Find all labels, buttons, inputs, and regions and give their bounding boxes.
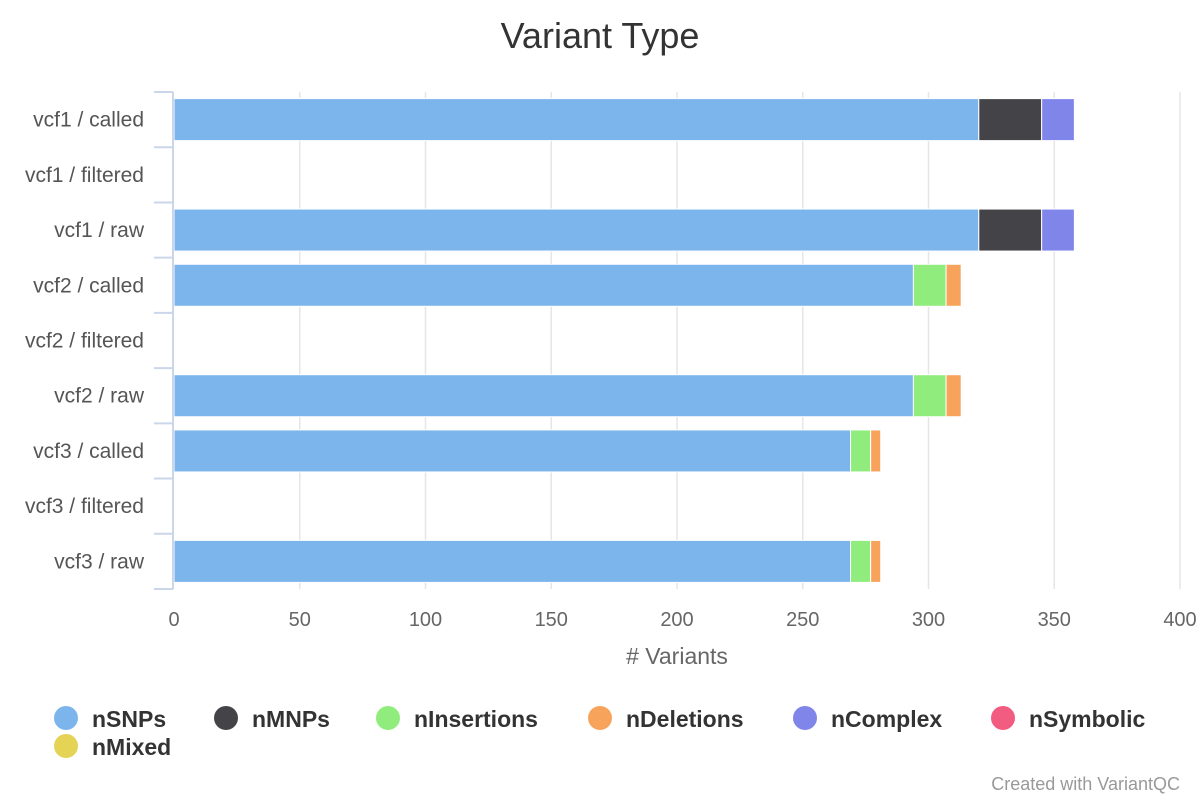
- bar-segment-ninsertions[interactable]: [912, 374, 947, 418]
- legend-marker: [376, 706, 400, 730]
- legend-item-nsymbolic[interactable]: nSymbolic: [991, 706, 1146, 732]
- bar-segment-nmnps[interactable]: [978, 208, 1043, 252]
- x-tick-label: 350: [1038, 609, 1071, 631]
- legend-item-nmnps[interactable]: nMNPs: [214, 706, 330, 732]
- x-tick-label: 200: [660, 609, 693, 631]
- legend-item-nmixed[interactable]: nMixed: [54, 734, 171, 760]
- legend-item-ndeletions[interactable]: nDeletions: [588, 706, 744, 732]
- x-tick-label: 100: [409, 609, 442, 631]
- bar-segment-nsnps[interactable]: [173, 208, 980, 252]
- legend-label: nComplex: [831, 706, 942, 732]
- bar-segment-ndeletions[interactable]: [945, 263, 962, 307]
- grid-lines: [299, 92, 1181, 589]
- legend-label: nMixed: [92, 734, 171, 760]
- category-label: vcf2 / called: [33, 274, 144, 297]
- x-tick-label: 0: [168, 609, 179, 631]
- category-label: vcf2 / filtered: [25, 330, 144, 353]
- x-tick-label: 400: [1163, 609, 1196, 631]
- bar-segment-nsnps[interactable]: [173, 539, 852, 583]
- legend-label: nDeletions: [626, 706, 744, 732]
- legend-item-ninsertions[interactable]: nInsertions: [376, 706, 538, 732]
- credit-link[interactable]: Created with VariantQC: [991, 774, 1180, 794]
- bar-segment-nsnps[interactable]: [173, 263, 914, 307]
- legend-label: nSNPs: [92, 706, 166, 732]
- category-label: vcf3 / called: [33, 440, 144, 463]
- bar-segment-ncomplex[interactable]: [1041, 208, 1075, 252]
- x-tick-label: 250: [786, 609, 819, 631]
- bar-segment-nsnps[interactable]: [173, 429, 852, 473]
- legend: nSNPs nMNPs nInsertions nDeletions nComplex n…: [54, 706, 1146, 760]
- legend-item-nsnps[interactable]: nSNPs: [54, 706, 166, 732]
- bar-segment-nsnps[interactable]: [173, 374, 914, 418]
- category-label: vcf3 / filtered: [25, 495, 144, 518]
- x-axis-title: # Variants: [626, 643, 728, 669]
- bar-segment-ninsertions[interactable]: [850, 539, 872, 583]
- legend-label: nSymbolic: [1029, 706, 1146, 732]
- category-label: vcf1 / filtered: [25, 164, 144, 187]
- x-tick-label: 300: [912, 609, 945, 631]
- bar-segment-nsnps[interactable]: [173, 98, 980, 142]
- category-label: vcf2 / raw: [54, 385, 145, 408]
- bars: [173, 98, 1075, 583]
- chart-title: Variant Type: [501, 15, 700, 56]
- x-tick-label: 50: [289, 609, 311, 631]
- category-label: vcf3 / raw: [54, 550, 145, 573]
- bar-segment-ninsertions[interactable]: [912, 263, 947, 307]
- legend-marker: [793, 706, 817, 730]
- category-label: vcf1 / called: [33, 109, 144, 132]
- bar-segment-nmnps[interactable]: [978, 98, 1043, 142]
- bar-segment-ndeletions[interactable]: [945, 374, 962, 418]
- bar-segment-ndeletions[interactable]: [870, 429, 882, 473]
- axes: 0 50 100 150 200 250 300 350 400 vcf1 / called vcf…: [25, 91, 1197, 631]
- bar-segment-ndeletions[interactable]: [870, 539, 882, 583]
- x-tick-label: 150: [535, 609, 568, 631]
- legend-label: nMNPs: [252, 706, 330, 732]
- legend-marker: [991, 706, 1015, 730]
- legend-marker: [214, 706, 238, 730]
- legend-marker: [588, 706, 612, 730]
- legend-marker: [54, 706, 78, 730]
- bar-segment-ncomplex[interactable]: [1041, 98, 1075, 142]
- legend-item-ncomplex[interactable]: nComplex: [793, 706, 942, 732]
- legend-marker: [54, 734, 78, 758]
- bar-segment-ninsertions[interactable]: [850, 429, 872, 473]
- category-label: vcf1 / raw: [54, 219, 145, 242]
- legend-label: nInsertions: [414, 706, 538, 732]
